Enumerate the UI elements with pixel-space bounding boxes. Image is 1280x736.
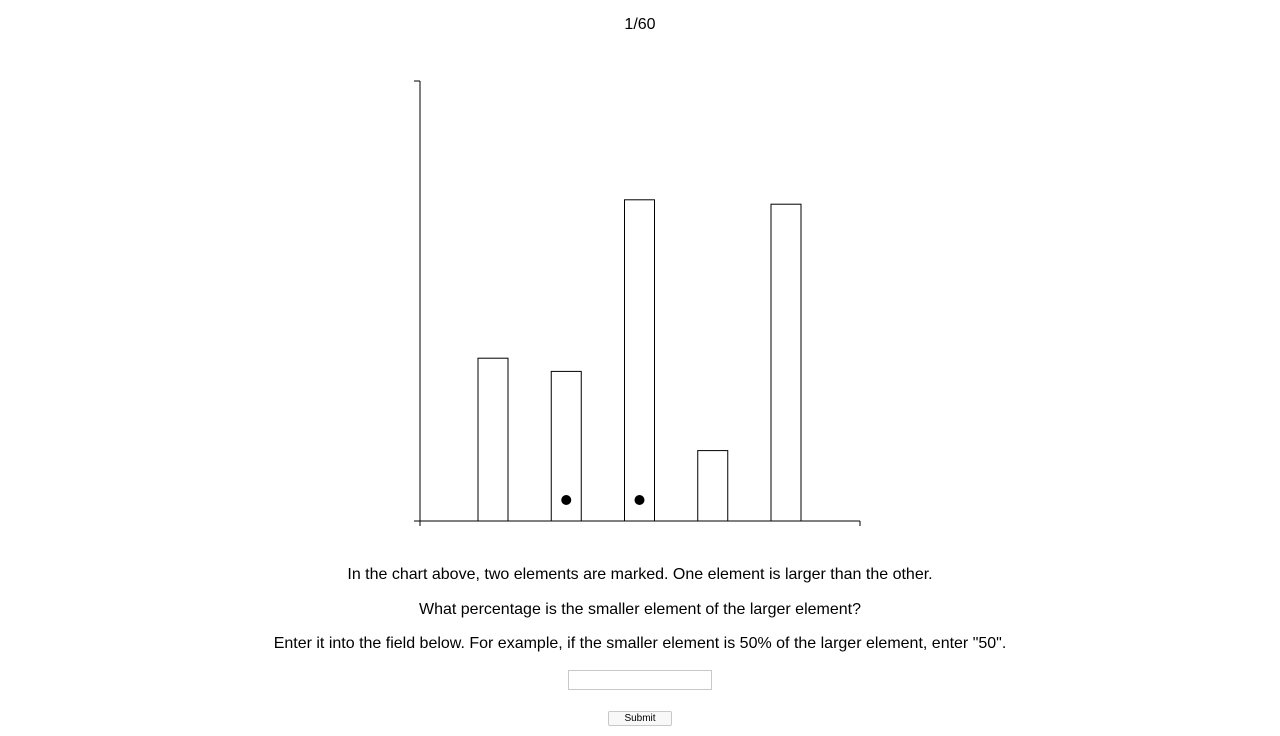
- answer-input[interactable]: [568, 670, 712, 690]
- question-line-2: What percentage is the smaller element o…: [418, 601, 861, 618]
- bar: [697, 450, 729, 522]
- markers-layer: [561, 495, 645, 505]
- bar: [624, 199, 655, 522]
- question-line-1: In the chart above, two elements are mar…: [347, 566, 933, 583]
- submit-button[interactable]: Submit: [608, 711, 672, 726]
- marker-dot: [561, 495, 572, 505]
- question-line-3: Enter it into the field below. For examp…: [273, 635, 1007, 652]
- bar: [477, 357, 509, 522]
- marker-dot: [634, 495, 645, 505]
- bars-layer: [477, 199, 802, 522]
- bar: [770, 203, 802, 522]
- trial-counter: 1/60: [624, 16, 656, 33]
- axes-layer: [414, 80, 861, 526]
- bar-chart: [414, 80, 861, 526]
